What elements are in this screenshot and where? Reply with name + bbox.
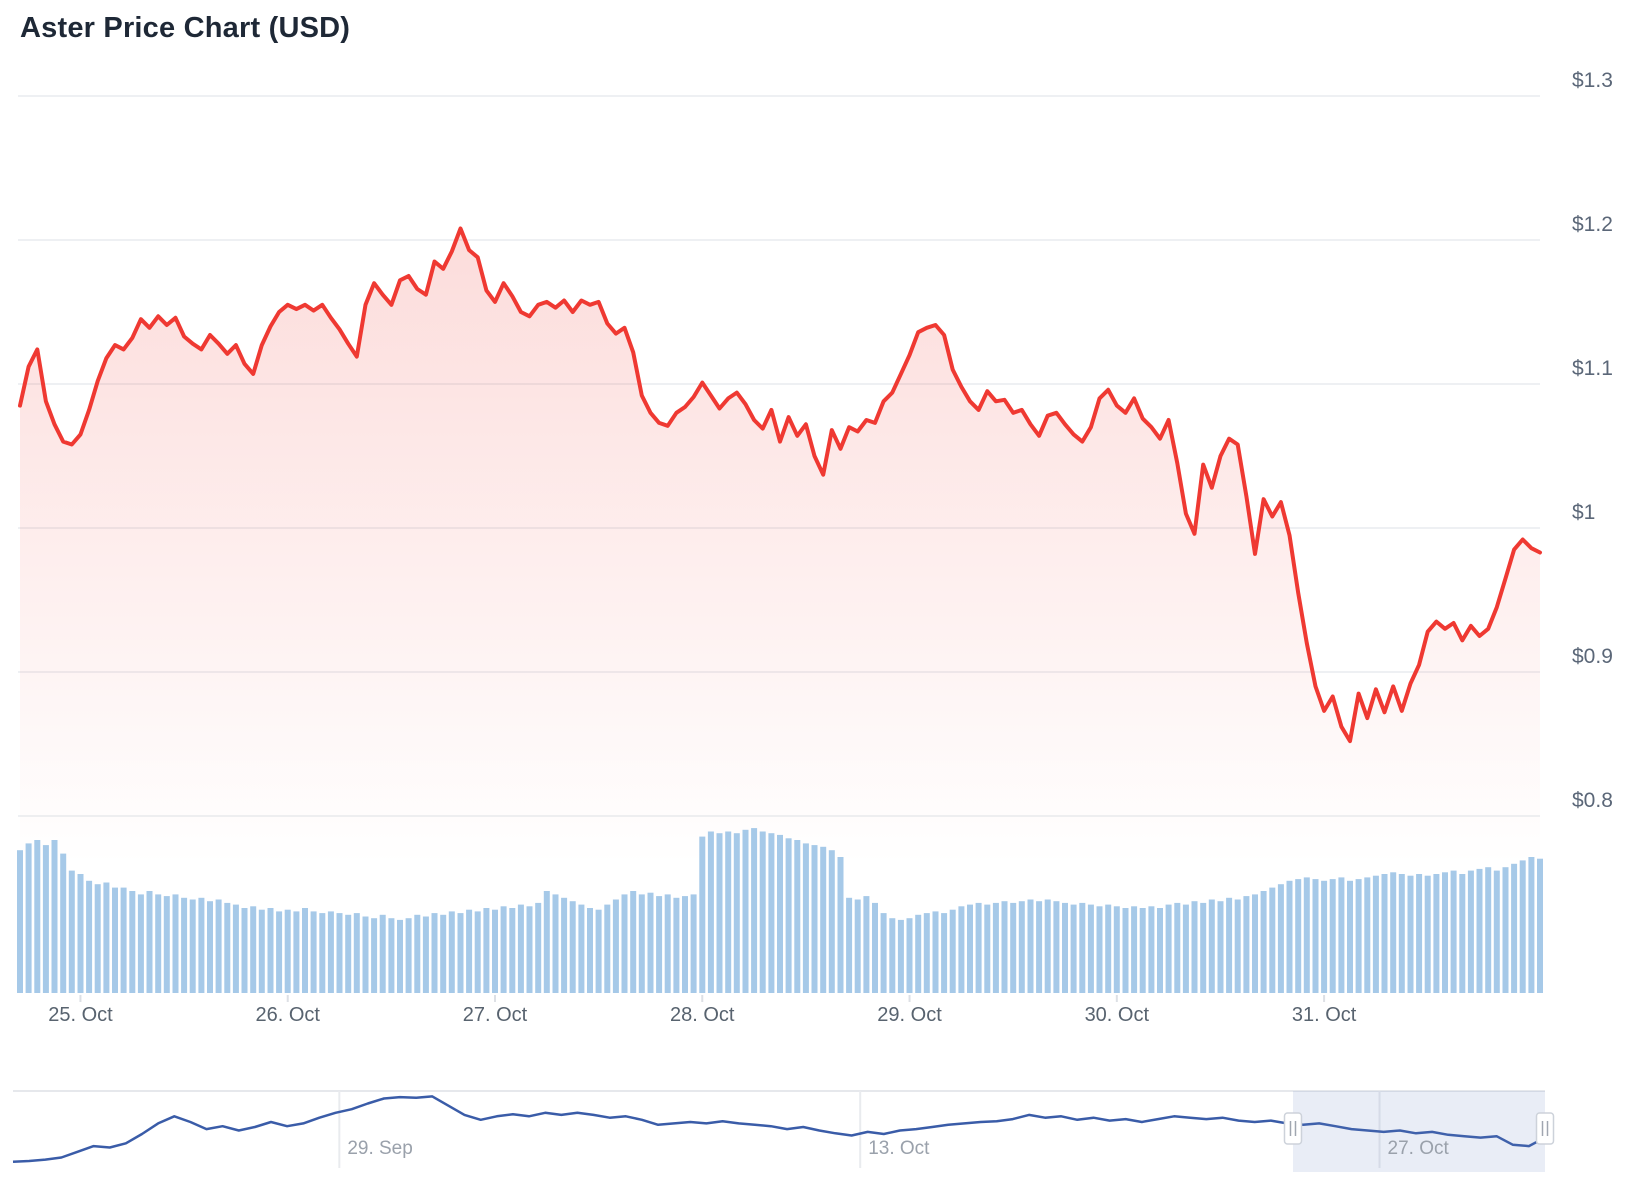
x-axis-label: 28. Oct: [670, 1004, 735, 1026]
navigator-selection[interactable]: [1293, 1091, 1545, 1172]
x-axis-ticks: [79, 995, 1326, 1002]
y-axis-label: $1.3: [1572, 69, 1613, 92]
navigator-label: 29. Sep: [347, 1138, 413, 1159]
x-axis-label: 27. Oct: [462, 1004, 528, 1026]
y-axis-label: $0.8: [1572, 789, 1613, 812]
price-area-fill: [20, 228, 1540, 990]
volume-bars: [17, 828, 1543, 993]
y-axis-label: $0.9: [1572, 645, 1613, 668]
navigator-handle-left[interactable]: [1283, 1112, 1303, 1145]
chart-title: Aster Price Chart (USD): [20, 12, 351, 44]
x-axis-label: 26. Oct: [255, 1004, 320, 1026]
x-axis-label: 31. Oct: [1291, 1004, 1357, 1026]
y-axis-label: $1: [1572, 501, 1596, 524]
navigator-gridlines: [338, 1091, 1381, 1168]
x-axis-label: 25. Oct: [48, 1004, 113, 1026]
x-axis-label: 29. Oct: [877, 1004, 942, 1026]
y-axis-label: $1.1: [1572, 357, 1613, 380]
y-axis-label: $1.2: [1572, 213, 1613, 236]
navigator-label: 13. Oct: [868, 1138, 930, 1159]
x-axis-label: 30. Oct: [1084, 1004, 1150, 1026]
price-line: [18, 226, 1542, 744]
navigator-handle-right[interactable]: [1535, 1112, 1555, 1145]
navigator-label: 27. Oct: [1387, 1138, 1449, 1159]
